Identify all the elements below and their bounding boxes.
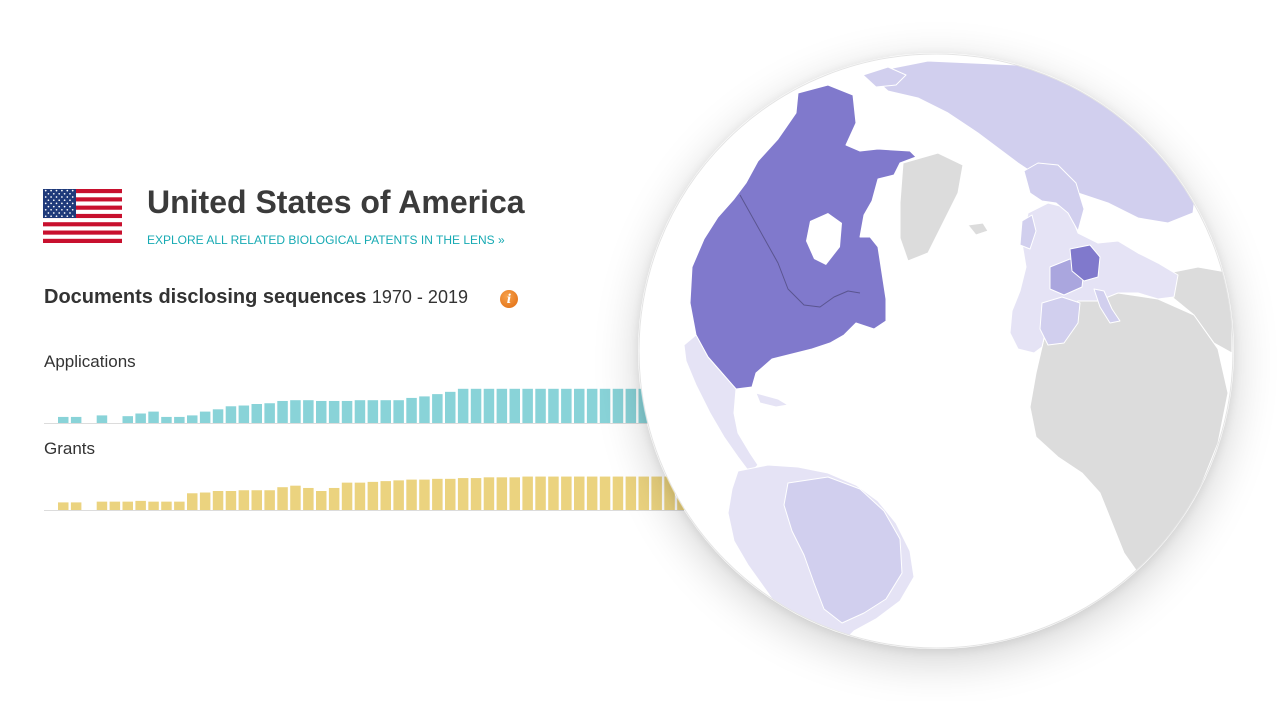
- grants-bar[interactable]: [535, 477, 546, 510]
- applications-bar[interactable]: [264, 403, 275, 423]
- applications-bar[interactable]: [613, 389, 624, 423]
- applications-bar[interactable]: [587, 389, 598, 423]
- globe-map[interactable]: [638, 53, 1234, 649]
- grants-bar[interactable]: [200, 493, 211, 510]
- grants-bar[interactable]: [161, 502, 172, 510]
- applications-bar[interactable]: [381, 400, 392, 423]
- grants-bar[interactable]: [148, 502, 159, 510]
- grants-bar[interactable]: [561, 477, 572, 510]
- applications-bar[interactable]: [316, 401, 327, 423]
- applications-bar[interactable]: [277, 401, 288, 423]
- applications-bar[interactable]: [213, 409, 224, 423]
- applications-bar[interactable]: [626, 389, 637, 423]
- grants-bar[interactable]: [406, 480, 417, 510]
- world-map-globe[interactable]: [638, 53, 1234, 649]
- country-title: United States of America: [147, 184, 525, 221]
- applications-bar[interactable]: [406, 398, 417, 423]
- grants-bar[interactable]: [97, 502, 108, 510]
- grants-chart: [0, 470, 700, 510]
- applications-bar[interactable]: [135, 414, 146, 424]
- grants-bar[interactable]: [226, 491, 237, 510]
- applications-bar[interactable]: [458, 389, 469, 423]
- grants-bar[interactable]: [264, 490, 275, 510]
- grants-bar[interactable]: [213, 491, 224, 510]
- grants-label: Grants: [44, 439, 95, 459]
- grants-bar[interactable]: [626, 477, 637, 510]
- grants-bar[interactable]: [342, 483, 353, 510]
- applications-bar[interactable]: [484, 389, 495, 423]
- applications-baseline: [44, 423, 684, 424]
- grants-bar[interactable]: [381, 481, 392, 510]
- applications-label: Applications: [44, 352, 136, 372]
- grants-bar[interactable]: [277, 487, 288, 510]
- applications-bar[interactable]: [561, 389, 572, 423]
- grants-bar[interactable]: [497, 477, 508, 510]
- grants-bar[interactable]: [471, 478, 482, 510]
- grants-bar[interactable]: [458, 478, 469, 510]
- applications-bar[interactable]: [497, 389, 508, 423]
- grants-bar[interactable]: [445, 479, 456, 510]
- grants-baseline: [44, 510, 684, 511]
- year-range: 1970 - 2019: [372, 287, 468, 307]
- applications-bar[interactable]: [342, 401, 353, 423]
- applications-bar[interactable]: [303, 400, 314, 423]
- grants-bar[interactable]: [290, 486, 301, 510]
- applications-bar[interactable]: [187, 415, 198, 423]
- applications-bar[interactable]: [471, 389, 482, 423]
- usa-flag-icon: [43, 189, 122, 243]
- applications-chart: [0, 383, 700, 423]
- info-icon[interactable]: i: [500, 290, 518, 308]
- applications-bar[interactable]: [355, 400, 366, 423]
- applications-bar[interactable]: [239, 406, 250, 423]
- applications-bar[interactable]: [148, 412, 159, 423]
- grants-bar[interactable]: [329, 488, 340, 510]
- applications-bar[interactable]: [252, 404, 263, 423]
- grants-bar[interactable]: [174, 502, 185, 510]
- grants-bar[interactable]: [303, 488, 314, 510]
- grants-bar[interactable]: [252, 490, 263, 510]
- applications-bar[interactable]: [200, 412, 211, 423]
- grants-bar[interactable]: [600, 477, 611, 510]
- grants-bar[interactable]: [110, 502, 121, 510]
- applications-bar[interactable]: [329, 401, 340, 423]
- grants-bar[interactable]: [419, 480, 430, 510]
- applications-bar[interactable]: [522, 389, 533, 423]
- grants-bar[interactable]: [355, 483, 366, 510]
- applications-bar[interactable]: [432, 394, 443, 423]
- grants-bar[interactable]: [316, 491, 327, 510]
- explore-patents-link[interactable]: EXPLORE ALL RELATED BIOLOGICAL PATENTS I…: [147, 233, 505, 247]
- applications-bar[interactable]: [419, 396, 430, 423]
- grants-bar[interactable]: [58, 502, 69, 510]
- grants-bar[interactable]: [613, 477, 624, 510]
- grants-bar[interactable]: [393, 480, 404, 510]
- applications-bar[interactable]: [368, 400, 379, 423]
- applications-bar[interactable]: [123, 416, 134, 423]
- documents-heading-label: Documents disclosing sequences: [44, 286, 366, 308]
- grants-bar[interactable]: [187, 493, 198, 510]
- grants-bar[interactable]: [135, 501, 146, 510]
- grants-bar[interactable]: [239, 490, 250, 510]
- applications-bar[interactable]: [226, 406, 237, 423]
- applications-bar[interactable]: [574, 389, 585, 423]
- grants-bar[interactable]: [432, 479, 443, 510]
- grants-bar[interactable]: [510, 477, 521, 510]
- grants-bar[interactable]: [548, 477, 559, 510]
- grants-bar[interactable]: [522, 477, 533, 510]
- grants-bar[interactable]: [574, 477, 585, 510]
- grants-bar[interactable]: [123, 502, 134, 510]
- applications-bar[interactable]: [548, 389, 559, 423]
- grants-bar[interactable]: [484, 477, 495, 510]
- applications-bar[interactable]: [510, 389, 521, 423]
- applications-bar[interactable]: [290, 400, 301, 423]
- grants-bar[interactable]: [368, 482, 379, 510]
- applications-bar[interactable]: [535, 389, 546, 423]
- documents-heading: Documents disclosing sequences 1970 - 20…: [44, 286, 468, 309]
- applications-bar[interactable]: [445, 392, 456, 423]
- grants-bar[interactable]: [71, 502, 82, 510]
- applications-bar[interactable]: [393, 400, 404, 423]
- grants-bar[interactable]: [587, 477, 598, 510]
- applications-bar[interactable]: [600, 389, 611, 423]
- applications-bar[interactable]: [97, 415, 108, 423]
